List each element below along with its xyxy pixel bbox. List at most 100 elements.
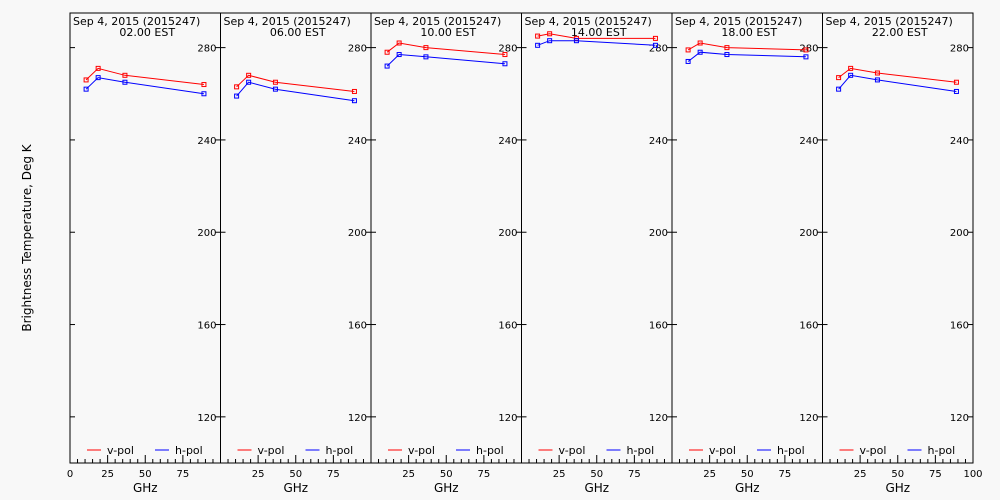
panel-title: Sep 4, 2015 (2015247) xyxy=(675,15,802,28)
data-point-h-pol xyxy=(685,58,691,64)
panel-subtitle: 22.00 EST xyxy=(872,26,928,39)
y-axis-title: Brightness Temperature, Deg K xyxy=(20,143,34,331)
x-tick-label: 100 xyxy=(963,469,982,480)
series-line-h-pol xyxy=(386,53,505,67)
x-tick-label: 25 xyxy=(402,469,415,480)
data-point-h-pol xyxy=(83,86,89,92)
series-line-v-pol xyxy=(838,67,957,83)
x-axis-title: GHz xyxy=(735,481,760,495)
x-tick-label: 50 xyxy=(440,469,453,480)
y-tick-label: 280 xyxy=(348,44,367,55)
series-line-v-pol xyxy=(687,42,806,51)
data-point-v-pol xyxy=(83,77,89,83)
x-tick-label: 75 xyxy=(327,469,340,480)
legend-label-v-pol: v-pol xyxy=(258,444,285,457)
data-point-h-pol xyxy=(724,52,730,58)
y-tick-label: 120 xyxy=(799,413,818,424)
chart-panel-4: Sep 4, 2015 (2015247)14.00 EST 120 160 200 2… xyxy=(521,12,673,495)
x-axis-title: GHz xyxy=(584,481,609,495)
x-tick-label: 50 xyxy=(590,469,603,480)
data-point-v-pol xyxy=(652,35,658,41)
y-tick-label: 240 xyxy=(498,136,517,147)
x-axis-title: GHz xyxy=(434,481,459,495)
data-point-h-pol xyxy=(122,79,128,85)
series-line-v-pol xyxy=(236,74,355,92)
series-line-v-pol xyxy=(85,67,204,85)
data-point-h-pol xyxy=(874,77,880,83)
y-tick-label: 200 xyxy=(348,228,367,239)
panel-subtitle: 14.00 EST xyxy=(571,26,627,39)
data-point-h-pol xyxy=(384,63,390,69)
data-point-v-pol xyxy=(697,40,703,46)
x-tick-label: 25 xyxy=(703,469,716,480)
y-tick-label: 280 xyxy=(197,44,216,55)
data-point-h-pol xyxy=(246,79,252,85)
data-point-v-pol xyxy=(95,65,101,71)
y-tick-label: 240 xyxy=(197,136,216,147)
data-point-h-pol xyxy=(697,49,703,55)
x-tick-label: 50 xyxy=(139,469,152,480)
data-point-v-pol xyxy=(201,82,207,88)
x-tick-label: 50 xyxy=(741,469,754,480)
data-point-h-pol xyxy=(535,42,541,48)
data-point-v-pol xyxy=(803,47,809,53)
y-tick-label: 240 xyxy=(799,136,818,147)
data-point-h-pol xyxy=(547,38,553,44)
series-line-h-pol xyxy=(236,81,355,102)
series-line-h-pol xyxy=(537,40,656,46)
x-axis-title: GHz xyxy=(885,481,910,495)
data-point-v-pol xyxy=(953,79,959,85)
series-line-h-pol xyxy=(838,74,957,92)
y-tick-label: 160 xyxy=(348,321,367,332)
y-tick-label: 160 xyxy=(950,321,969,332)
y-tick-label: 200 xyxy=(197,228,216,239)
panel-subtitle: 10.00 EST xyxy=(420,26,476,39)
series-line-v-pol xyxy=(537,33,656,39)
data-point-v-pol xyxy=(685,47,691,53)
data-point-v-pol xyxy=(724,45,730,51)
x-tick-label: 75 xyxy=(177,469,190,480)
y-tick-label: 200 xyxy=(498,228,517,239)
x-tick-label: 25 xyxy=(553,469,566,480)
y-tick-label: 120 xyxy=(498,413,517,424)
panel-subtitle: 02.00 EST xyxy=(119,26,175,39)
y-tick-label: 120 xyxy=(348,413,367,424)
chart-panel-3: Sep 4, 2015 (2015247)10.00 EST 120 160 200 2… xyxy=(370,12,522,495)
x-tick-label: 25 xyxy=(101,469,114,480)
x-tick-label: 75 xyxy=(929,469,942,480)
data-point-h-pol xyxy=(234,93,240,99)
x-axis-title: GHz xyxy=(283,481,308,495)
panel-subtitle: 18.00 EST xyxy=(721,26,777,39)
x-tick-label: 75 xyxy=(478,469,491,480)
panel-subtitle: 06.00 EST xyxy=(270,26,326,39)
data-point-h-pol xyxy=(95,75,101,81)
data-point-v-pol xyxy=(547,31,553,37)
legend-label-v-pol: v-pol xyxy=(559,444,586,457)
y-tick-label: 280 xyxy=(799,44,818,55)
panel-title: Sep 4, 2015 (2015247) xyxy=(525,15,652,28)
data-point-v-pol xyxy=(122,72,128,78)
data-point-h-pol xyxy=(423,54,429,60)
y-tick-label: 200 xyxy=(799,228,818,239)
chart-panel-6: Sep 4, 2015 (2015247)22.00 EST 120 160 200 2… xyxy=(822,12,983,495)
data-point-v-pol xyxy=(234,84,240,90)
y-tick-label: 160 xyxy=(799,321,818,332)
data-point-h-pol xyxy=(351,98,357,104)
legend-label-h-pol: h-pol xyxy=(326,444,354,457)
y-tick-label: 120 xyxy=(649,413,668,424)
panel-title: Sep 4, 2015 (2015247) xyxy=(374,15,501,28)
data-point-v-pol xyxy=(384,49,390,55)
legend-label-v-pol: v-pol xyxy=(709,444,736,457)
y-tick-label: 280 xyxy=(498,44,517,55)
data-point-h-pol xyxy=(272,86,278,92)
data-point-v-pol xyxy=(423,45,429,51)
legend-label-h-pol: h-pol xyxy=(928,444,956,457)
data-point-v-pol xyxy=(351,88,357,94)
panel-title: Sep 4, 2015 (2015247) xyxy=(224,15,351,28)
data-point-v-pol xyxy=(396,40,402,46)
y-tick-label: 200 xyxy=(950,228,969,239)
legend-label-v-pol: v-pol xyxy=(860,444,887,457)
panel-title: Sep 4, 2015 (2015247) xyxy=(73,15,200,28)
legend-label-h-pol: h-pol xyxy=(777,444,805,457)
data-point-h-pol xyxy=(502,61,508,67)
